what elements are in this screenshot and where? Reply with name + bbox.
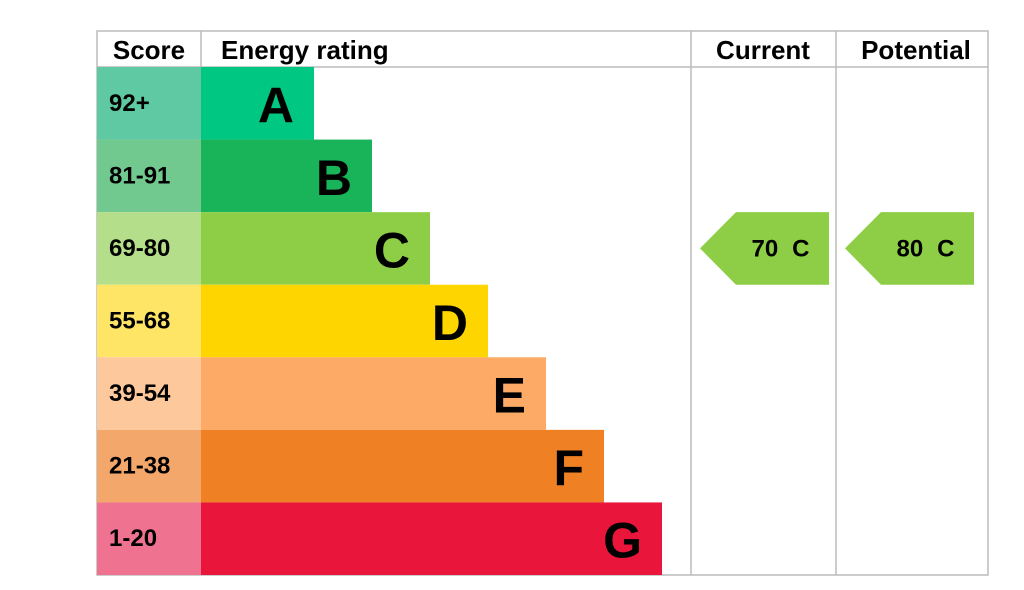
score-cell — [97, 212, 201, 285]
potential-arrow — [845, 212, 974, 285]
rating-bar — [201, 212, 430, 285]
potential-label: 80 C — [896, 235, 954, 262]
score-label: 92+ — [109, 90, 150, 117]
score-cell — [97, 429, 201, 503]
score-cell — [97, 284, 201, 358]
score-label: 21-38 — [109, 453, 170, 480]
score-label: 39-54 — [109, 380, 171, 407]
rating-letter: B — [316, 150, 352, 206]
rating-bar — [201, 284, 488, 358]
rating-letter: G — [603, 513, 642, 569]
header-current: Current — [716, 35, 810, 65]
score-label: 69-80 — [109, 235, 170, 262]
score-cell — [97, 357, 201, 430]
rating-bar — [201, 429, 604, 503]
rating-bar — [201, 139, 372, 213]
score-label: 81-91 — [109, 162, 170, 189]
rating-bar — [201, 67, 314, 140]
score-cell — [97, 502, 201, 575]
score-cell — [97, 67, 201, 140]
potential-rating: C — [937, 235, 954, 262]
rating-letter: A — [258, 77, 294, 133]
rating-letter: C — [374, 222, 410, 278]
header-potential: Potential — [861, 35, 971, 65]
current-arrow — [700, 212, 829, 285]
score-cell — [97, 139, 201, 213]
rating-bar — [201, 357, 546, 430]
header-rating: Energy rating — [221, 35, 389, 65]
potential-score: 80 — [896, 235, 923, 262]
current-score: 70 — [751, 235, 778, 262]
score-label: 1-20 — [109, 525, 157, 552]
rating-letter: D — [432, 295, 468, 351]
current-label: 70 C — [751, 235, 809, 262]
rating-letter: F — [553, 440, 584, 496]
score-label: 55-68 — [109, 308, 170, 335]
rating-letter: E — [493, 368, 526, 424]
header-score: Score — [113, 35, 185, 65]
current-rating: C — [792, 235, 809, 262]
rating-bar — [201, 502, 662, 575]
